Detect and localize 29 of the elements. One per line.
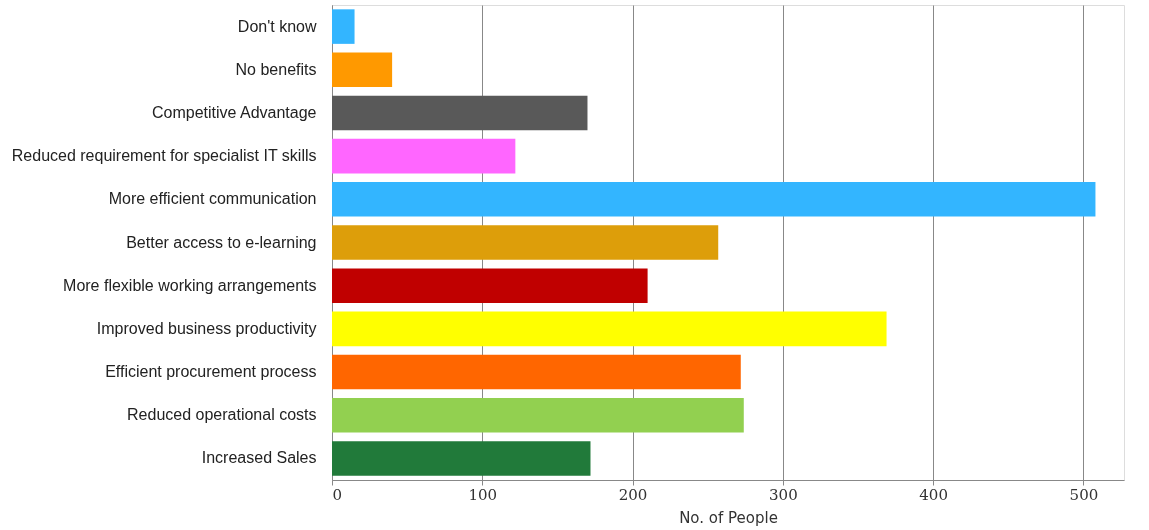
- y-tick-label: Competitive Advantage: [151, 103, 317, 121]
- bar: [332, 354, 741, 390]
- x-tick-label: 200: [618, 485, 648, 504]
- y-tick-label: Reduced operational costs: [127, 406, 317, 424]
- y-tick-label: More flexible working arrangements: [63, 276, 317, 294]
- bar: [332, 225, 719, 260]
- y-tick-label: Better access to e-learning: [126, 233, 317, 251]
- x-tick-label: 500: [1069, 485, 1099, 504]
- y-tick-label: No benefits: [235, 60, 317, 78]
- bar: [332, 268, 648, 303]
- y-tick-label: Efficient procurement process: [105, 363, 317, 381]
- y-tick-label: More efficient communication: [108, 190, 317, 208]
- bar: [332, 9, 355, 44]
- x-tick-label: 300: [769, 485, 798, 504]
- y-tick-label: Improved business productivity: [96, 319, 317, 337]
- bar: [332, 52, 393, 88]
- x-tick-label: 100: [468, 485, 498, 504]
- x-tick-label: 400: [919, 485, 948, 504]
- x-axis-title: No. of People: [679, 508, 778, 527]
- bar: [332, 138, 516, 174]
- bar: [332, 182, 1096, 217]
- bar: [332, 95, 588, 131]
- y-tick-label: Reduced requirement for specialist IT skills: [11, 147, 317, 165]
- x-tick-label: 0: [332, 485, 343, 504]
- bar: [332, 441, 591, 476]
- bar: [332, 397, 744, 433]
- bar: [332, 311, 887, 347]
- y-tick-label: Increased Sales: [201, 449, 317, 467]
- y-tick-label: Don't know: [237, 17, 317, 35]
